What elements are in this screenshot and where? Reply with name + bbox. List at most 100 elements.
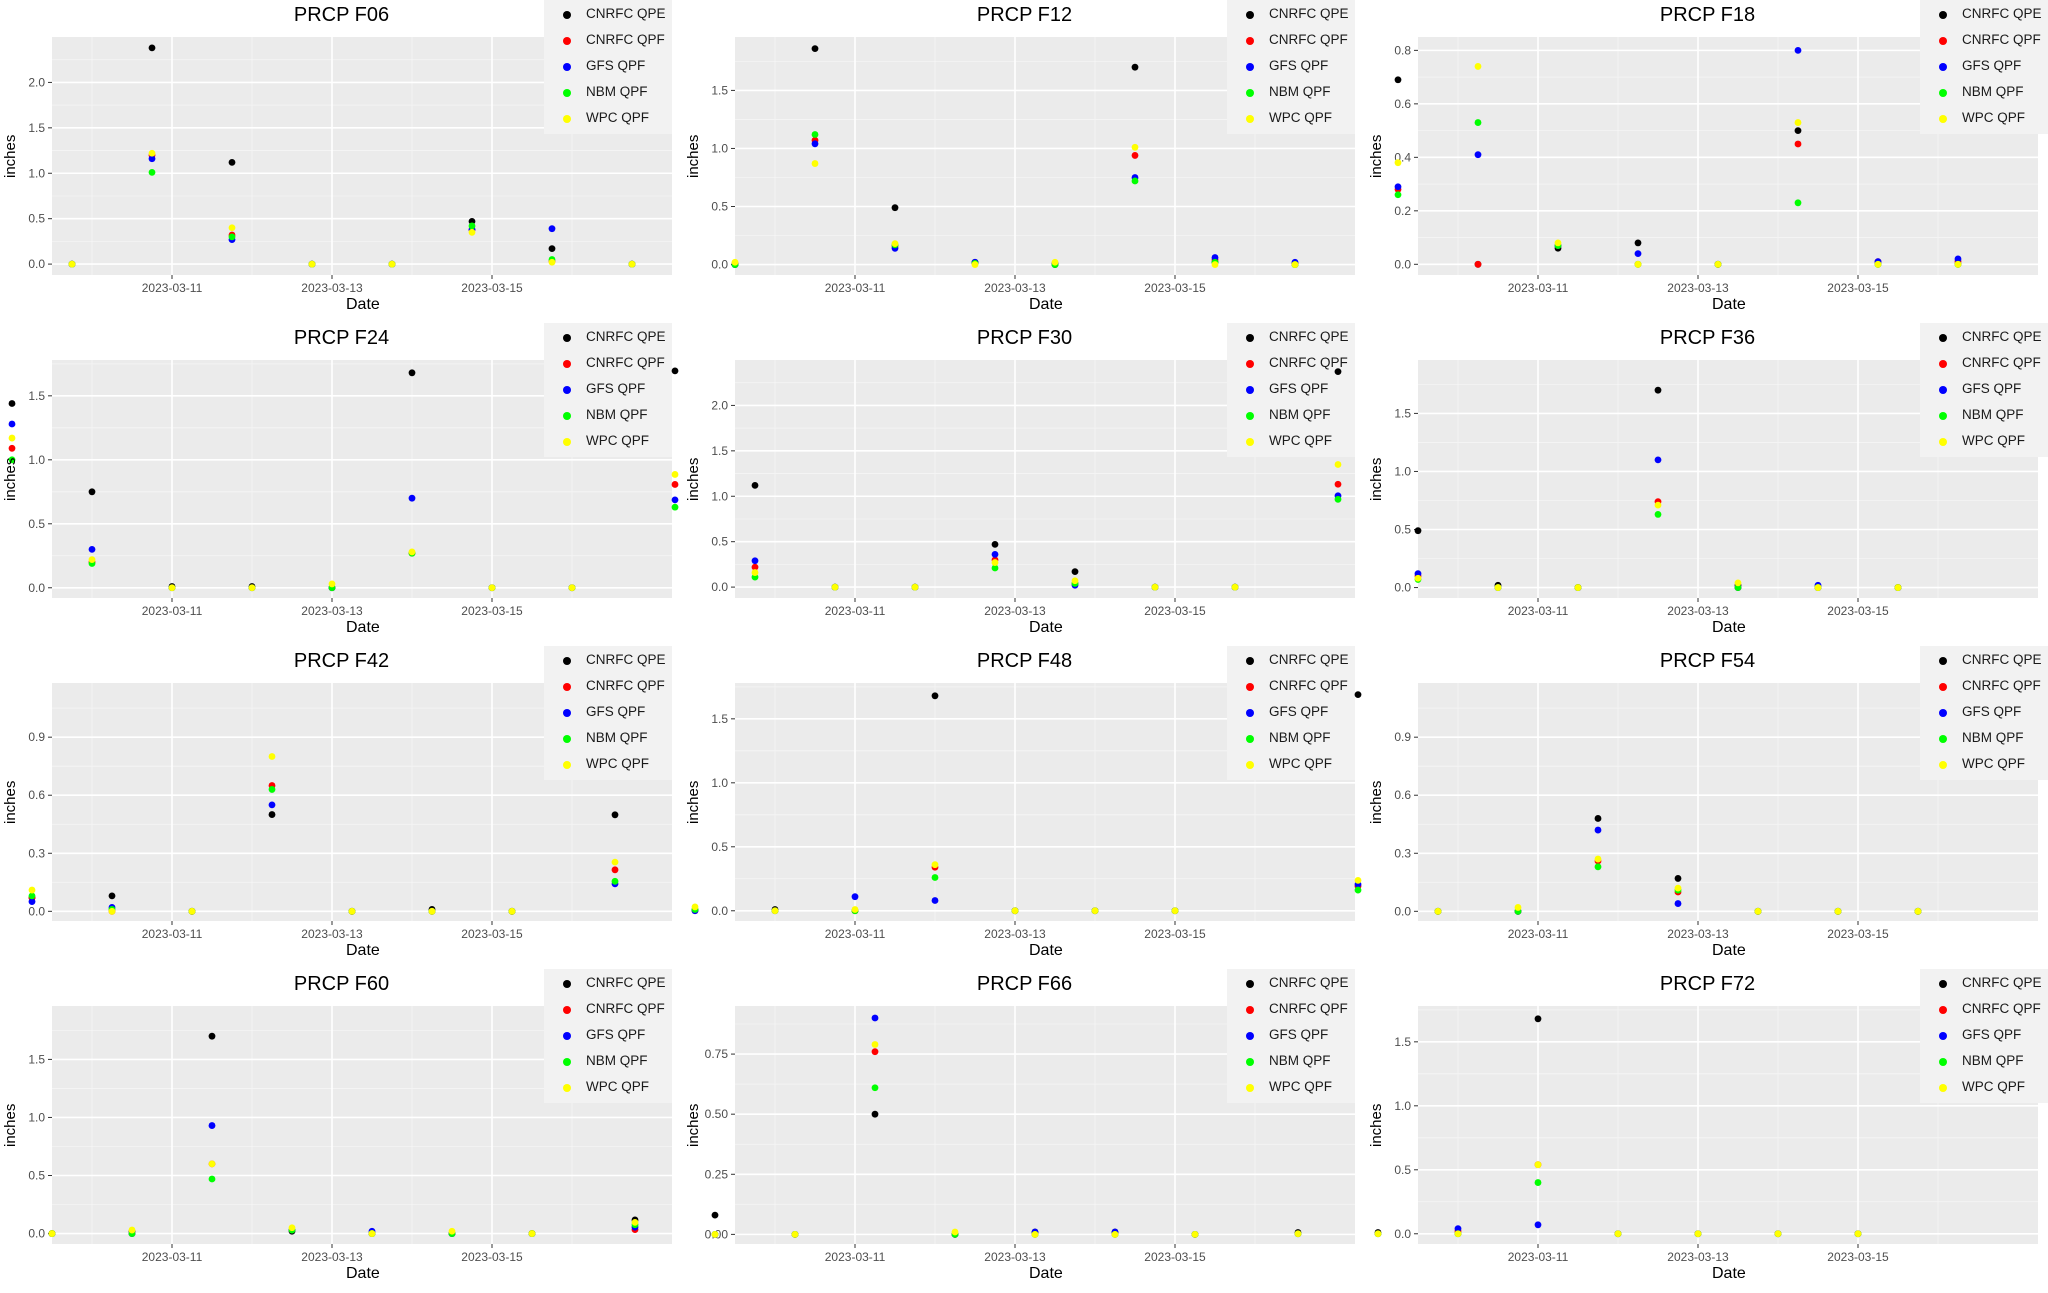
legend-dot-icon <box>1246 1084 1254 1092</box>
data-point <box>991 541 999 548</box>
legend-item: WPC QPF <box>1227 1075 1355 1101</box>
x-tick-label: 2023-03-13 <box>984 927 1046 941</box>
legend-item: CNRFC QPE <box>544 971 672 997</box>
x-tick-label: 2023-03-15 <box>1827 927 1889 941</box>
data-point <box>1091 907 1099 915</box>
legend-item: CNRFC QPF <box>1227 674 1355 700</box>
legend-item: WPC QPF <box>544 1075 672 1101</box>
x-tick-label: 2023-03-13 <box>984 1250 1046 1264</box>
y-tick-label: 2.0 <box>28 75 45 89</box>
data-point <box>1594 855 1602 863</box>
legend: CNRFC QPE CNRFC QPF GFS QPF NBM QPF WPC QPF <box>544 969 672 1103</box>
x-tick-label: 2023-03-13 <box>1667 1250 1729 1264</box>
legend-item: CNRFC QPF <box>544 674 672 700</box>
legend-item: GFS QPF <box>1227 1023 1355 1049</box>
data-point <box>1334 368 1342 376</box>
data-point <box>1674 900 1682 907</box>
data-point <box>1794 127 1802 134</box>
data-point <box>1474 63 1482 70</box>
x-axis-label: Date <box>1029 296 1063 313</box>
data-point <box>1854 1230 1862 1238</box>
legend-item: GFS QPF <box>1920 700 2048 726</box>
legend-label: WPC QPF <box>1269 433 1332 448</box>
y-tick-label: 0.0 <box>28 257 45 271</box>
legend-dot-icon <box>563 334 571 342</box>
data-point <box>1794 119 1802 126</box>
x-tick-label: 2023-03-13 <box>984 281 1046 295</box>
y-tick-label: 1.0 <box>28 166 45 180</box>
legend-item: CNRFC QPF <box>544 997 672 1023</box>
legend-label: CNRFC QPF <box>586 1001 665 1016</box>
data-point <box>1634 250 1642 258</box>
legend-label: CNRFC QPE <box>586 652 666 667</box>
data-point <box>1211 261 1219 268</box>
data-point <box>1294 1230 1302 1238</box>
data-point <box>288 1224 296 1232</box>
legend-label: WPC QPF <box>1962 110 2025 125</box>
y-axis-label: inches <box>685 780 702 824</box>
x-tick-label: 2023-03-11 <box>1508 281 1569 295</box>
data-point <box>871 1110 879 1118</box>
y-tick-label: 0.0 <box>711 904 728 918</box>
legend-label: GFS QPF <box>1269 1027 1329 1042</box>
data-point <box>488 584 496 592</box>
chart-title: PRCP F18 <box>1659 4 1756 26</box>
legend-item: CNRFC QPF <box>1227 28 1355 54</box>
data-point <box>1354 691 1362 699</box>
data-point <box>148 168 156 176</box>
legend-dot-icon <box>563 1084 571 1092</box>
legend-dot-icon <box>1939 89 1947 97</box>
legend-dot-icon <box>1246 115 1254 123</box>
data-point <box>1394 159 1402 167</box>
y-axis-label: inches <box>2 457 19 501</box>
legend-dot-icon <box>1939 761 1947 769</box>
data-point <box>931 897 939 904</box>
data-point <box>1131 63 1139 71</box>
data-point <box>611 811 619 819</box>
legend-item: GFS QPF <box>1920 1023 2048 1049</box>
y-tick-label: 1.5 <box>28 1052 45 1066</box>
data-point <box>8 444 16 452</box>
x-tick-label: 2023-03-11 <box>1508 1250 1569 1264</box>
legend: CNRFC QPE CNRFC QPF GFS QPF NBM QPF WPC QPF <box>1227 646 1355 780</box>
data-point <box>408 494 416 502</box>
legend-label: CNRFC QPE <box>586 6 666 21</box>
data-point <box>1111 1230 1119 1238</box>
legend-dot-icon <box>1246 360 1254 368</box>
chart-panel: 0.0 0.5 1.0 1.5 2.0 2023-03-11 2023-03-13 2023-… <box>0 0 683 323</box>
data-point <box>528 1230 536 1237</box>
chart-panel: 0.0 0.3 0.6 0.9 2023-03-11 2023-03-13 2023-03-… <box>0 646 683 969</box>
data-point <box>168 584 176 592</box>
chart-panel: 0.0 0.5 1.0 1.5 2.0 2023-03-11 2023-03-13 2023-… <box>671 323 1366 646</box>
data-point <box>28 892 36 900</box>
y-tick-label: 0.0 <box>711 580 728 594</box>
legend-dot-icon <box>1939 63 1947 71</box>
y-tick-label: 0.5 <box>711 535 728 549</box>
x-axis-label: Date <box>1029 1265 1063 1282</box>
legend-item: WPC QPF <box>1920 429 2048 455</box>
legend-label: CNRFC QPE <box>1269 652 1349 667</box>
data-point <box>1794 46 1802 54</box>
legend-dot-icon <box>1246 683 1254 691</box>
data-point <box>1734 579 1742 587</box>
legend-dot-icon <box>563 115 571 123</box>
x-axis-label: Date <box>1029 942 1063 959</box>
chart-svg: 0.0 0.5 1.0 1.5 2023-03-11 2023-03-13 2023-03-… <box>28 1006 672 1264</box>
data-point <box>1031 1230 1039 1238</box>
legend: CNRFC QPE CNRFC QPF GFS QPF NBM QPF WPC QPF <box>1227 969 1355 1103</box>
y-tick-label: 1.5 <box>711 444 728 458</box>
data-point <box>268 801 276 809</box>
legend-label: CNRFC QPE <box>1962 329 2042 344</box>
y-tick-label: 2.0 <box>711 398 728 412</box>
y-tick-label: 0.2 <box>1394 204 1411 218</box>
legend-dot-icon <box>1939 657 1947 665</box>
data-point <box>428 907 436 915</box>
y-axis-label: inches <box>2 134 19 178</box>
data-point <box>148 155 156 163</box>
data-point <box>811 131 819 138</box>
chart-svg: 0.0 0.5 1.0 1.5 2023-03-11 2023-03-13 2023-03-… <box>1294 1006 2038 1264</box>
x-axis-label: Date <box>1712 1265 1746 1282</box>
legend-item: NBM QPF <box>1227 1049 1355 1075</box>
data-point <box>8 434 16 442</box>
y-tick-label: 0.0 <box>1394 581 1411 595</box>
